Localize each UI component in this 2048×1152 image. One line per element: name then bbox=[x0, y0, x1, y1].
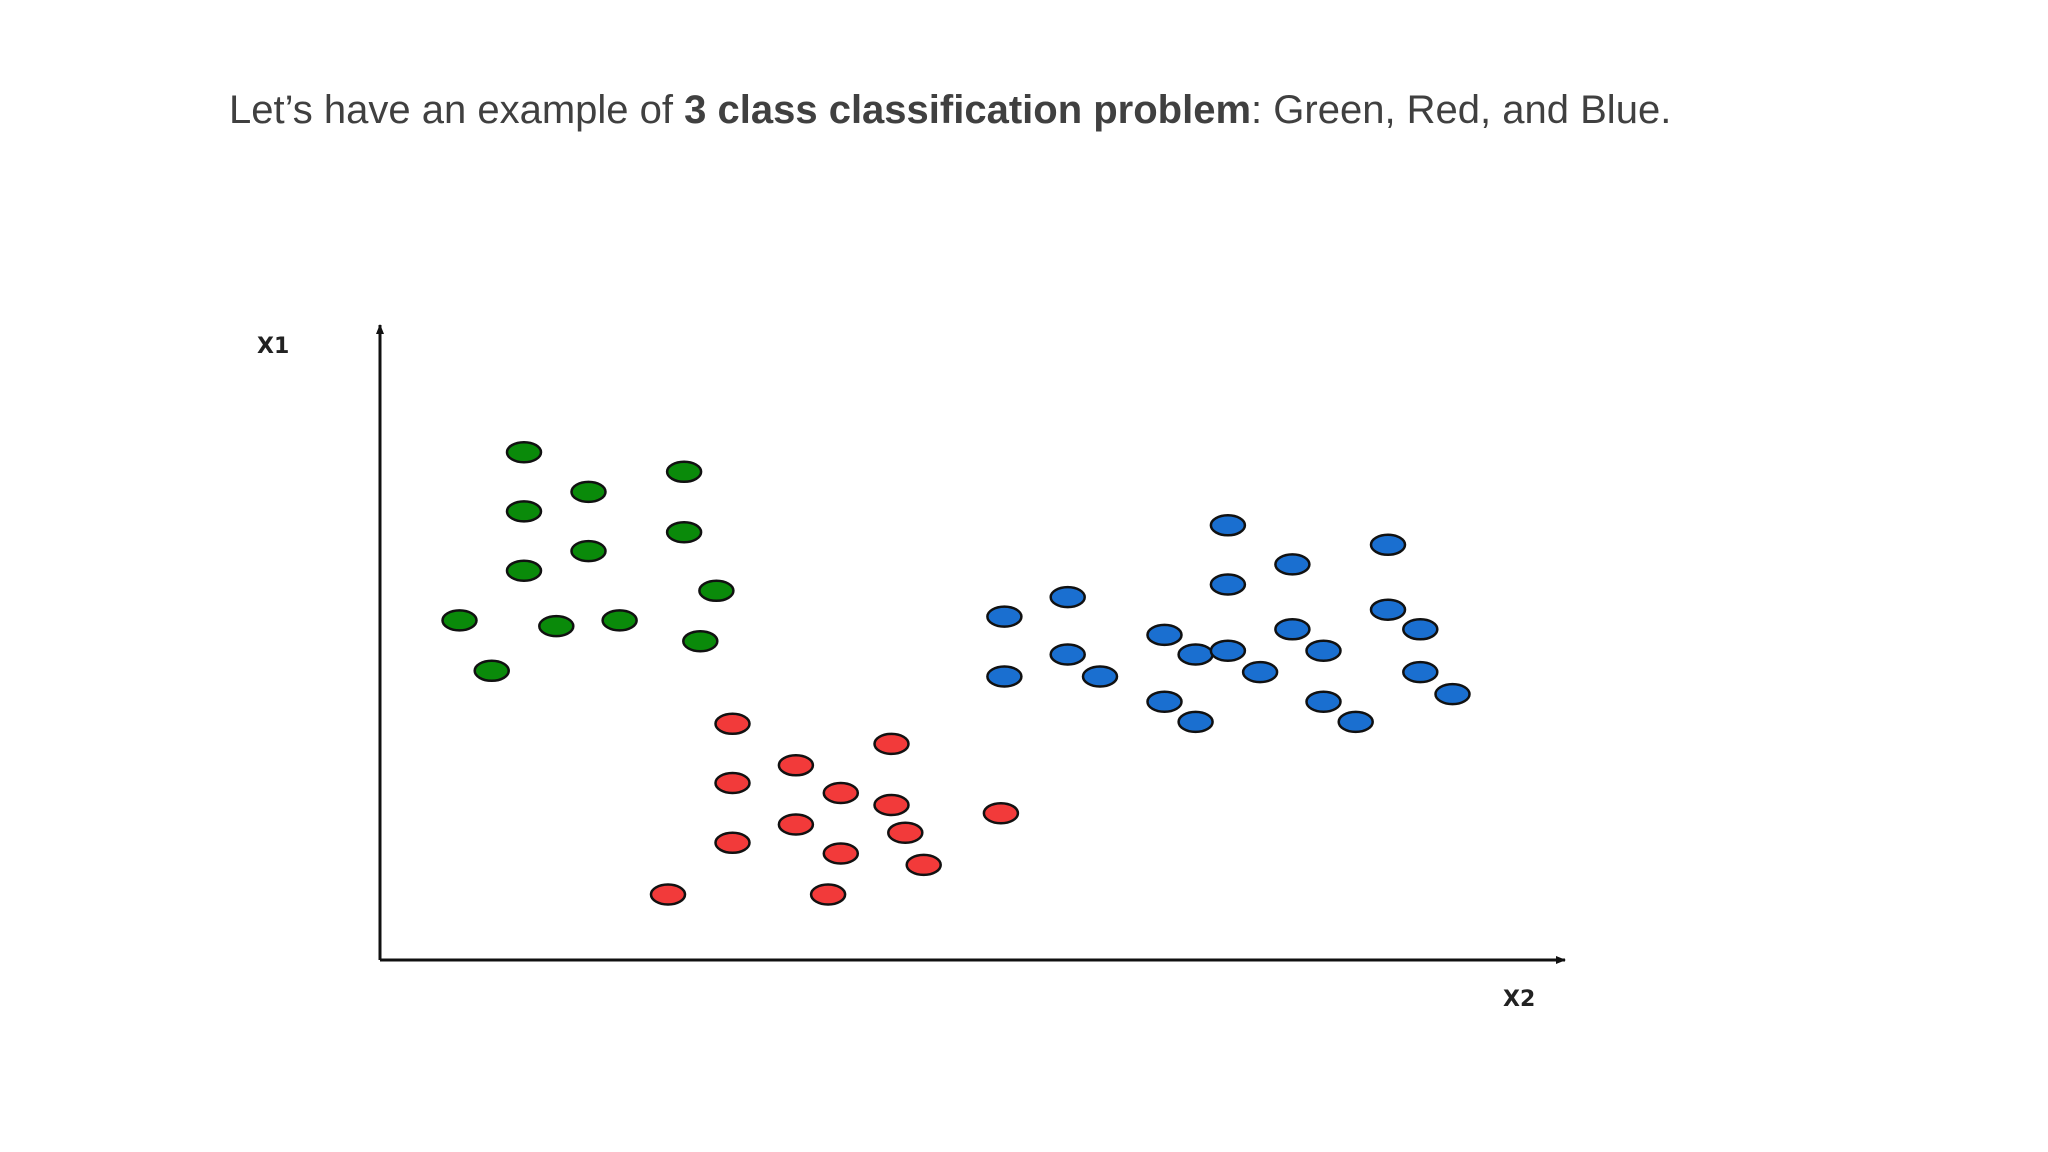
blue-point bbox=[1209, 639, 1247, 662]
blue-point bbox=[1146, 623, 1183, 647]
x-axis-label: X2 bbox=[1503, 987, 1535, 1012]
green-point bbox=[505, 559, 543, 582]
red-point bbox=[982, 801, 1020, 825]
red-point bbox=[822, 781, 860, 805]
red-point bbox=[649, 883, 687, 906]
blue-point bbox=[1209, 573, 1247, 596]
green-point bbox=[538, 614, 575, 638]
blue-point bbox=[1177, 643, 1214, 666]
blue-point bbox=[1049, 585, 1086, 609]
blue-point bbox=[1081, 665, 1119, 688]
green-point bbox=[570, 480, 607, 504]
caption-prefix: Let’s have an example of bbox=[229, 88, 685, 132]
blue-point bbox=[1241, 660, 1279, 684]
green-point bbox=[665, 520, 703, 544]
red-point bbox=[873, 732, 910, 756]
green-point bbox=[682, 629, 719, 653]
green-point bbox=[505, 440, 543, 464]
red-point bbox=[822, 842, 860, 865]
green-point bbox=[665, 460, 703, 484]
red-point bbox=[905, 853, 942, 877]
blue-point bbox=[1369, 598, 1407, 621]
green-point bbox=[441, 609, 478, 632]
blue-point bbox=[1337, 710, 1374, 734]
red-point bbox=[873, 793, 910, 817]
blue-point bbox=[1402, 618, 1439, 641]
red-point bbox=[887, 821, 924, 844]
blue-point bbox=[1274, 618, 1311, 641]
blue-point bbox=[1402, 660, 1439, 684]
slide-caption: Let’s have an example of 3 class classif… bbox=[229, 86, 1671, 134]
y-axis-label: X1 bbox=[257, 334, 289, 359]
blue-point bbox=[1434, 682, 1471, 706]
blue-point bbox=[1049, 643, 1086, 666]
plot-axes bbox=[376, 324, 1566, 964]
blue-point bbox=[1209, 514, 1247, 537]
blue-point bbox=[1146, 690, 1183, 713]
green-point bbox=[505, 500, 543, 523]
red-point bbox=[714, 771, 751, 795]
caption-suffix: : Green, Red, and Blue. bbox=[1251, 88, 1672, 132]
blue-point bbox=[986, 605, 1023, 628]
plot-points bbox=[441, 440, 1471, 906]
caption-bold: 3 class classification problem bbox=[684, 88, 1252, 132]
blue-point bbox=[1177, 710, 1214, 734]
red-point bbox=[809, 883, 847, 906]
green-point bbox=[601, 609, 638, 632]
blue-point bbox=[1369, 533, 1407, 557]
green-point bbox=[698, 579, 735, 603]
red-point bbox=[714, 712, 751, 736]
blue-point bbox=[1274, 553, 1311, 576]
red-point bbox=[777, 813, 815, 836]
blue-point bbox=[986, 665, 1023, 688]
green-point bbox=[473, 659, 510, 683]
blue-point bbox=[1305, 639, 1342, 662]
red-point bbox=[714, 831, 751, 855]
green-point bbox=[570, 539, 607, 563]
red-point bbox=[777, 754, 815, 777]
blue-point bbox=[1305, 690, 1342, 713]
